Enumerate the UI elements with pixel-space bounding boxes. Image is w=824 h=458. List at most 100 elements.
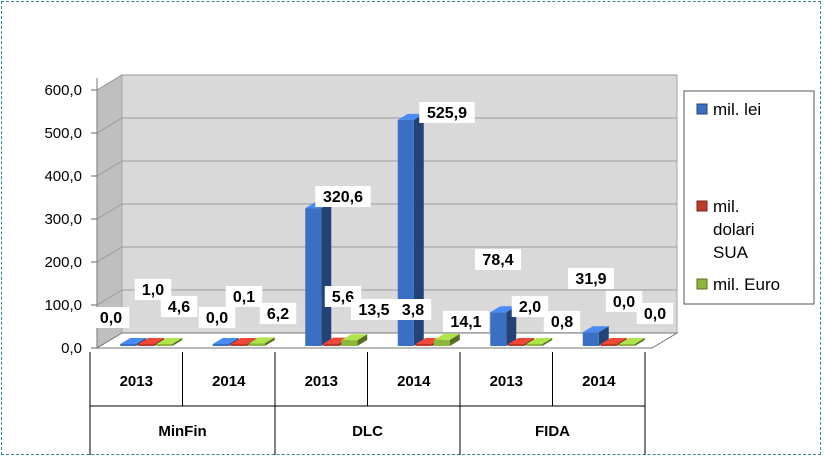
y-tick-label: 300,0 [44,211,82,228]
data-label-box [475,249,521,270]
bar-top [582,326,609,333]
bar-side [449,333,460,346]
bar [600,344,617,346]
legend-label: dolari [713,220,755,239]
legend-label: mil. [713,197,739,216]
gridline-side [96,203,123,220]
bar-top [526,338,553,344]
x-tick-label-year: 2013 [490,373,523,390]
data-label: 525,9 [427,105,467,122]
bar-top [433,333,460,340]
bar [230,344,247,346]
bar-side [413,113,424,346]
x-tick-label-year: 2014 [397,373,431,390]
bar-side [634,338,645,346]
bar-side [321,202,332,346]
data-label: 0,0 [644,306,666,323]
data-label: 78,4 [482,252,513,269]
legend-swatch [696,103,708,115]
data-label-box [394,299,432,320]
data-label-box [92,307,130,328]
bar-top [490,306,517,313]
data-label: 14,1 [450,314,481,331]
bar-top [341,334,368,341]
data-label: 320,6 [323,189,363,206]
data-label-box [351,299,397,320]
y-tick-label: 200,0 [44,254,82,271]
gridline-side [96,289,123,306]
bar [526,344,543,346]
data-label: 0,0 [613,294,635,311]
data-label-box [160,296,198,317]
data-label-box [198,307,236,328]
bar-side [264,337,275,346]
bar-top [138,338,165,344]
bar-side [542,338,553,346]
bar-top [600,338,627,344]
x-tick-label-year: 2014 [582,373,616,390]
x-tick-label-group: MinFin [158,423,206,440]
data-label-box [259,303,297,324]
x-tick-label-year: 2013 [305,373,338,390]
bar [490,312,507,346]
x-tick-label-group: DLC [352,423,383,440]
bar [305,208,322,346]
bar [508,344,525,346]
data-label: 0,0 [206,310,228,327]
bar [212,344,229,346]
data-label-box [636,303,674,324]
data-label-box [134,279,172,300]
legend-label: mil. lei [713,100,761,119]
legend [683,90,815,305]
bar [323,343,340,346]
bar [156,344,173,346]
data-label: 13,5 [358,302,389,319]
bar [433,339,450,346]
bar [415,344,432,346]
data-label: 6,2 [267,306,289,323]
data-label-box [568,268,614,289]
y-tick-label: 400,0 [44,168,82,185]
data-label: 31,9 [575,271,606,288]
bar-top [248,337,275,344]
y-tick-label: 500,0 [44,125,82,142]
bar-side [172,338,183,346]
data-label: 2,0 [519,299,541,316]
x-tick-label-year: 2013 [120,373,153,390]
data-label-box [605,291,643,312]
x-tick-label-year: 2014 [212,373,246,390]
data-label-box [511,296,549,317]
bar [397,119,414,346]
x-tick-label-group: FIDA [535,423,570,440]
bar [341,340,358,346]
data-label: 1,0 [142,282,164,299]
bar-top [508,338,535,344]
legend-label: SUA [713,243,749,262]
data-label: 4,6 [168,299,190,316]
gridline-side [96,160,123,177]
bar-top [156,338,183,344]
bar [248,343,265,346]
data-label: 0,1 [233,289,255,306]
gridline-side [96,117,123,134]
data-label-box [543,311,581,332]
data-label: 0,8 [551,314,573,331]
bar-top [212,338,239,344]
data-label-box [315,186,371,207]
bar [120,344,137,346]
bar [138,344,155,346]
data-label: 3,8 [402,302,424,319]
bar-top [618,338,645,344]
bar [582,332,599,346]
bar [618,344,635,346]
legend-swatch [696,200,708,212]
data-label: 5,6 [332,289,354,306]
gridline-side [96,246,123,263]
gridline-side [96,74,123,91]
data-label-box [419,102,475,123]
bar-top [230,338,257,344]
bar-top [323,337,350,344]
bar-top [397,113,424,120]
